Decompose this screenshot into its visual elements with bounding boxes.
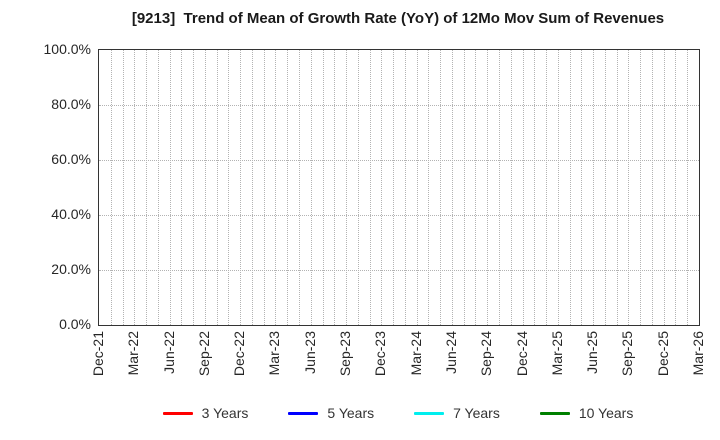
vertical-gridline (393, 50, 395, 325)
vertical-gridline (616, 50, 618, 325)
y-tick-label: 20.0% (51, 261, 91, 277)
chart-title: [9213] Trend of Mean of Growth Rate (YoY… (131, 10, 665, 27)
legend-line-swatch (539, 411, 570, 415)
x-tick-label: Sep-23 (337, 331, 354, 377)
vertical-gridline (146, 50, 148, 325)
vertical-gridline (404, 50, 406, 325)
legend-label: 5 Years (327, 405, 375, 421)
legend-item: 7 Years (414, 405, 500, 421)
x-tick-label: Sep-25 (619, 331, 636, 377)
vertical-gridline (169, 50, 171, 325)
vertical-gridline (357, 50, 359, 325)
vertical-gridline (487, 50, 489, 325)
x-tick-label: Mar-24 (407, 331, 424, 376)
vertical-gridline (310, 50, 312, 325)
vertical-gridline (369, 50, 371, 325)
vertical-gridline (416, 50, 418, 325)
vertical-gridline (534, 50, 536, 325)
x-tick-label: Jun-22 (160, 331, 177, 374)
vertical-gridline (675, 50, 677, 325)
vertical-gridline (440, 50, 442, 325)
vertical-gridline (581, 50, 583, 325)
horizontal-gridline (99, 215, 699, 216)
vertical-gridline (122, 50, 124, 325)
vertical-gridline (110, 50, 112, 325)
x-axis-labels: Dec-21 Mar-22 Jun-22 Sep-22 Dec-22 Mar-23 Jun-… (0, 325, 720, 395)
vertical-gridline (216, 50, 218, 325)
vertical-gridline (157, 50, 159, 325)
legend-label: 3 Years (201, 405, 249, 421)
vertical-gridline (651, 50, 653, 325)
vertical-gridline (181, 50, 183, 325)
legend-item: 3 Years (162, 405, 249, 421)
vertical-gridline (251, 50, 253, 325)
vertical-gridline (593, 50, 595, 325)
vertical-gridline (687, 50, 689, 325)
x-tick-label: Jun-23 (301, 331, 318, 374)
y-tick-label: 40.0% (51, 206, 91, 222)
y-tick-label: 80.0% (51, 96, 91, 112)
legend-label: 7 Years (453, 405, 500, 421)
vertical-gridline (275, 50, 277, 325)
legend-item: 10 Years (539, 405, 634, 421)
horizontal-gridline (99, 160, 699, 161)
legend: 3 Years 5 Years 7 Years 10 Years (98, 401, 698, 425)
vertical-gridline (557, 50, 559, 325)
vertical-gridline (546, 50, 548, 325)
vertical-gridline (322, 50, 324, 325)
x-tick-label: Mar-26 (690, 331, 706, 376)
x-tick-label: Mar-22 (125, 331, 142, 376)
x-tick-label: Mar-23 (266, 331, 283, 376)
x-tick-label: Dec-23 (372, 331, 389, 377)
vertical-gridline (463, 50, 465, 325)
vertical-gridline (628, 50, 630, 325)
x-tick-label: Jun-24 (442, 331, 459, 374)
x-tick-label: Mar-25 (548, 331, 565, 376)
x-tick-label: Jun-25 (584, 331, 601, 374)
vertical-gridline (604, 50, 606, 325)
y-tick-label: 60.0% (51, 151, 91, 167)
vertical-gridline (228, 50, 230, 325)
legend-line-swatch (162, 411, 193, 415)
vertical-gridline (334, 50, 336, 325)
x-tick-label: Dec-25 (654, 331, 671, 377)
plot-area (98, 49, 700, 326)
vertical-gridline (451, 50, 453, 325)
series-lines (99, 50, 699, 325)
vertical-gridline (499, 50, 500, 325)
legend-item: 5 Years (288, 405, 374, 421)
vertical-gridline (510, 50, 512, 325)
horizontal-gridline (99, 105, 699, 106)
vertical-gridline (240, 50, 242, 325)
x-tick-label: Sep-24 (478, 331, 495, 377)
x-tick-label: Dec-21 (90, 331, 106, 377)
vertical-gridline (134, 50, 136, 325)
vertical-gridline (346, 50, 348, 325)
y-tick-label: 0.0% (59, 316, 91, 332)
vertical-gridline (287, 50, 289, 325)
legend-label: 10 Years (578, 405, 634, 421)
vertical-gridline (299, 50, 300, 325)
x-tick-label: Sep-22 (195, 331, 212, 377)
legend-line-swatch (288, 411, 319, 415)
vertical-gridline (263, 50, 265, 325)
vertical-gridline (522, 50, 524, 325)
vertical-gridline (381, 50, 383, 325)
horizontal-gridline (99, 270, 699, 271)
vertical-gridline (204, 50, 206, 325)
vertical-gridline (428, 50, 430, 325)
vertical-gridline (475, 50, 477, 325)
vertical-gridline (193, 50, 195, 325)
x-tick-label: Dec-24 (513, 331, 530, 377)
vertical-gridline (663, 50, 665, 325)
vertical-gridline (640, 50, 642, 325)
legend-line-swatch (414, 411, 445, 415)
y-tick-label: 100.0% (43, 41, 91, 57)
vertical-gridline (569, 50, 571, 325)
x-tick-label: Dec-22 (231, 331, 248, 377)
